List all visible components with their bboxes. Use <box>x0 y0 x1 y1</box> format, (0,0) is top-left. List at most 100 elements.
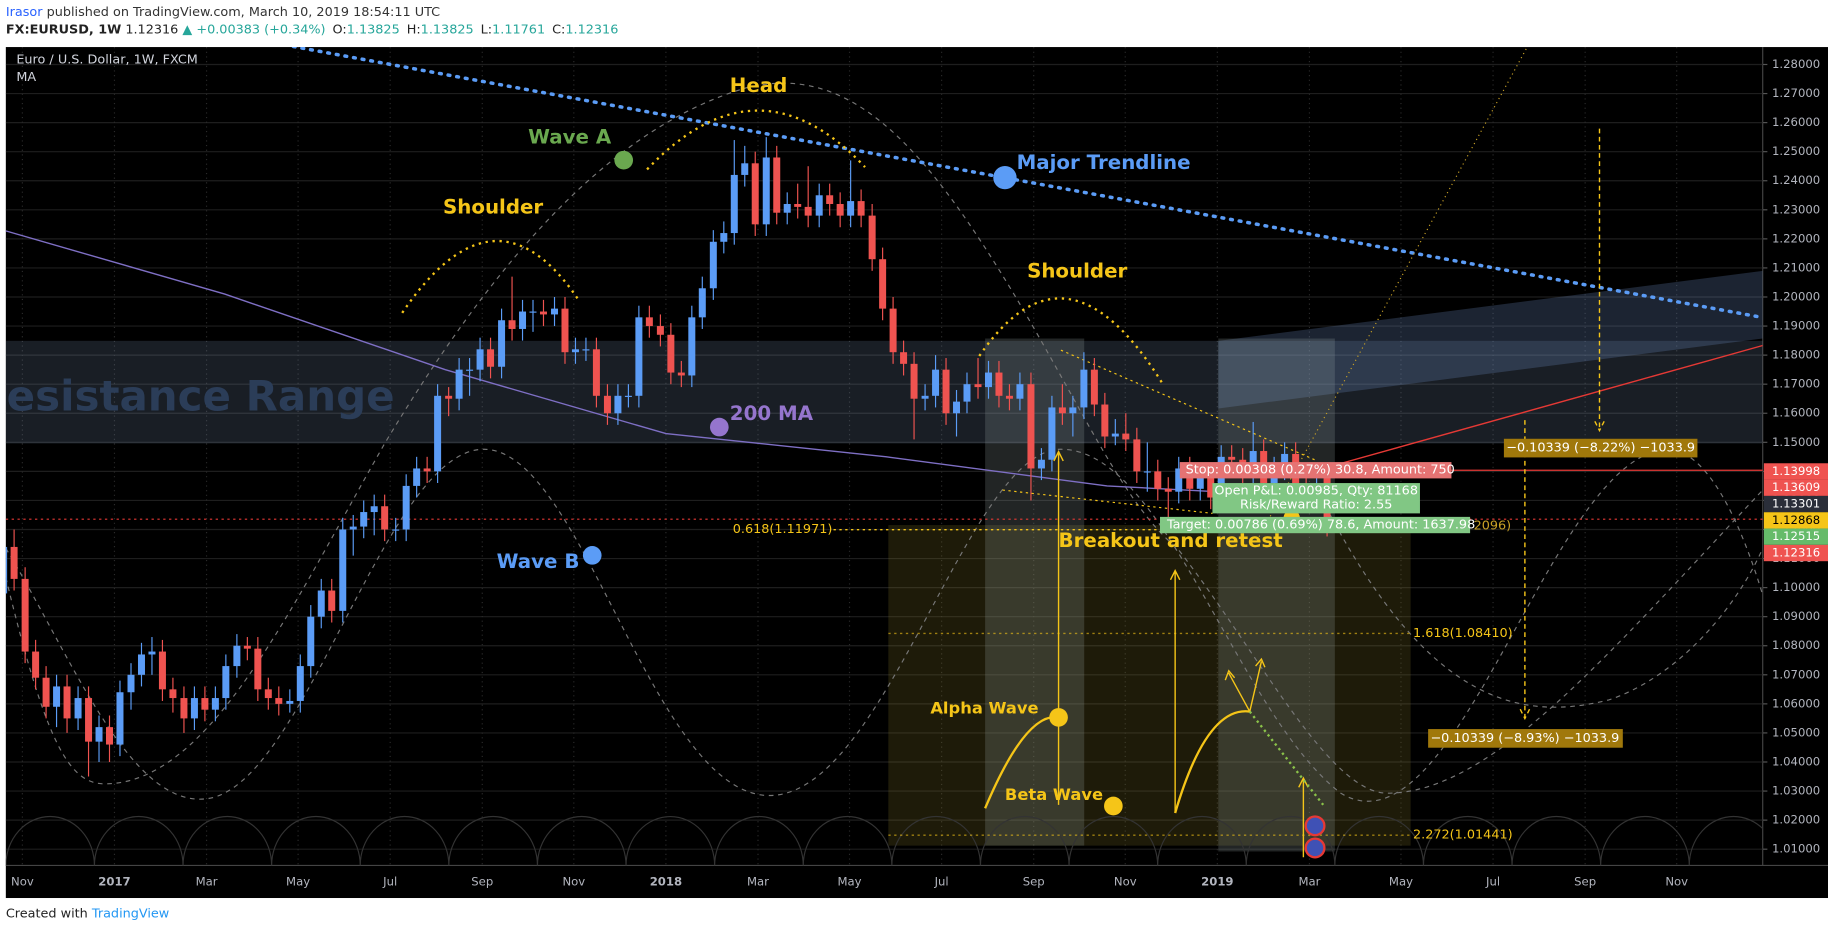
candle-body <box>201 698 209 710</box>
resistance-label: Resistance Range <box>0 372 395 421</box>
y-tick-label: 1.09000 <box>1772 609 1820 623</box>
arrow <box>1594 128 1605 433</box>
candle-body <box>741 163 749 175</box>
x-tick-label: 2017 <box>98 874 130 888</box>
price-label-box <box>1763 479 1828 496</box>
x-tick-label: Nov <box>1665 874 1688 888</box>
annotation: Beta Wave <box>1005 785 1103 804</box>
candle-body <box>296 666 304 701</box>
candle-body <box>434 395 442 472</box>
candle-body <box>222 666 230 699</box>
candle-body <box>487 349 495 367</box>
arrow <box>1298 776 1309 858</box>
price-label: 1.13998 <box>1772 464 1820 478</box>
candle-body <box>836 203 844 216</box>
candle-body <box>592 349 600 396</box>
candle-body <box>995 372 1003 396</box>
candle-body <box>561 308 569 353</box>
ma-line <box>5 230 1328 499</box>
candle-body <box>688 317 696 376</box>
x-tick-label: Jul <box>934 874 949 888</box>
flags <box>1304 815 1326 859</box>
price-label: 1.12316 <box>1772 546 1820 560</box>
y-tick-label: 1.07000 <box>1772 667 1820 681</box>
up-arrow: ▲ <box>182 22 192 37</box>
y-tick-label: 1.06000 <box>1772 696 1820 710</box>
candle-body <box>879 259 887 309</box>
candle-body <box>95 727 103 742</box>
ohlc: O:1.13825 H:1.13825 L:1.11761 C:1.12316 <box>333 22 619 37</box>
candle-body <box>762 157 770 225</box>
x-tick-label: Nov <box>11 874 34 888</box>
annotation: Head <box>730 74 788 97</box>
time-band <box>985 338 1085 846</box>
arrow <box>1519 420 1531 721</box>
candle-body <box>254 648 262 690</box>
candle-body <box>1111 433 1119 437</box>
candle-body <box>868 215 876 260</box>
cycle-curve <box>5 82 1763 794</box>
candle-body <box>794 203 802 207</box>
candle-body <box>455 369 463 399</box>
candle-body <box>603 395 611 414</box>
candle-body <box>423 468 431 472</box>
fib-label: 2.272(1.01441) <box>1413 828 1513 843</box>
x-tick-label: Mar <box>747 874 769 888</box>
candle-body <box>1027 384 1035 469</box>
candle-body <box>709 241 717 289</box>
footer: Created with TradingView <box>6 906 169 921</box>
y-tick-label: 1.25000 <box>1772 144 1820 158</box>
shoulder-arc <box>401 239 581 314</box>
candle-body <box>137 654 145 675</box>
candle-body <box>1186 468 1194 489</box>
pnl-label: Open P&L: 0.00985, Qty: 81168 <box>1214 484 1418 499</box>
footer-brand[interactable]: TradingView <box>91 906 169 921</box>
event-flag <box>1304 837 1326 859</box>
candle-body <box>116 692 124 745</box>
candle-body <box>1207 474 1215 498</box>
candle-body <box>42 677 50 707</box>
rr-label: Risk/Reward Ratio: 2.55 <box>1240 498 1392 513</box>
published: published on TradingView.com, March 10, … <box>47 5 441 20</box>
x-tick-label: May <box>1389 874 1413 888</box>
x-tick-label: Mar <box>196 874 218 888</box>
annotation: Breakout and retest <box>1059 529 1284 552</box>
range-label: −0.10339 (−8.22%) −1033.9 <box>1506 441 1695 456</box>
author[interactable]: Irasor <box>6 5 43 20</box>
candle-body <box>85 698 93 742</box>
point <box>1049 708 1068 727</box>
candle-body <box>10 546 18 579</box>
candle-body <box>1281 453 1289 469</box>
candle-body <box>53 686 61 707</box>
symbol: FX:EURUSD, 1W <box>6 22 121 37</box>
candle-body <box>1122 433 1130 440</box>
candle-body <box>1228 456 1236 460</box>
candle-body <box>921 395 929 399</box>
x-tick-label: Jul <box>382 874 397 888</box>
candle-body <box>1196 474 1204 489</box>
fib-label: 1.618(1.08410) <box>1413 626 1513 641</box>
candle-body <box>635 317 643 396</box>
candle-body <box>1143 471 1151 473</box>
candle-body <box>571 349 579 353</box>
ohlc-key: L: <box>481 22 492 37</box>
footer-text: Created with <box>6 906 88 921</box>
axes: 1.01000 1.02000 1.03000 1.04000 1.05000 1.060… <box>11 57 1828 888</box>
range-box <box>1503 438 1698 458</box>
y-tick-label: 1.22000 <box>1772 231 1820 245</box>
ohlc-key: H: <box>407 22 421 37</box>
red-trendline <box>1328 344 1763 468</box>
candle-body <box>1133 439 1141 472</box>
price-label: 1.13609 <box>1772 480 1820 494</box>
candle-body <box>826 195 834 204</box>
x-tick-label: Mar <box>1298 874 1320 888</box>
neckline <box>1002 489 1213 514</box>
range-label: −0.10339 (−8.93%) −1033.9 <box>1430 731 1619 746</box>
candle-body <box>466 369 474 371</box>
candle-body <box>1164 488 1172 492</box>
candle-body <box>1175 468 1183 492</box>
candle-body <box>656 326 664 335</box>
candle-body <box>677 372 685 376</box>
